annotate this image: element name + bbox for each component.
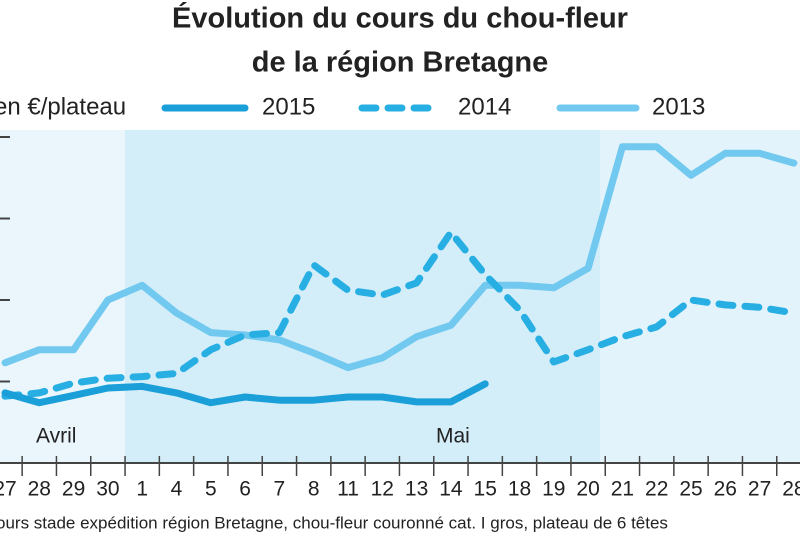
x-tick-label: 15 [474,478,497,501]
month-label: Avril [36,425,76,448]
x-tick-label: 4 [171,478,183,501]
footnote: ours stade expédition région Bretagne, c… [0,513,668,532]
plot-background [0,130,125,463]
x-tick-label: 1 [136,478,148,501]
month-label: Mai [436,425,470,448]
x-tick-label: 28 [28,478,51,501]
x-tick-label: 27 [748,478,771,501]
series-line [1,380,489,407]
x-tick-label: 18 [508,478,531,501]
x-tick-label: 29 [62,478,85,501]
x-tick-label: 22 [645,478,668,501]
x-tick-label: 20 [576,478,599,501]
x-tick-label: 30 [96,478,119,501]
x-tick-label: 13 [405,478,428,501]
series-line [1,143,798,372]
x-tick-label: 26 [714,478,737,501]
x-tick-label: 19 [542,478,565,501]
x-tick-label: 14 [439,478,463,501]
chart-title: de la région Bretagne [252,47,549,79]
legend-label: 2015 [262,93,315,120]
chart-title: Évolution du cours du chou-fleur [172,1,628,35]
x-tick-label: 25 [679,478,702,501]
legend-label: 2013 [652,93,705,120]
x-tick-label: 8 [308,478,320,501]
x-tick-label: 21 [611,478,634,501]
x-tick-label: 5 [205,478,217,501]
x-tick-label: 12 [371,478,394,501]
plot-background [600,130,800,463]
legend-label: 2014 [458,93,511,120]
x-tick-label: 6 [239,478,251,501]
series-line [1,228,798,400]
plot-background [125,130,600,463]
x-tick-label: 7 [274,478,286,501]
x-tick-label: 28 [782,478,800,501]
y-axis-label: en €/plateau [0,93,126,120]
x-tick-label: 27 [0,478,17,501]
x-tick-label: 11 [337,478,359,501]
